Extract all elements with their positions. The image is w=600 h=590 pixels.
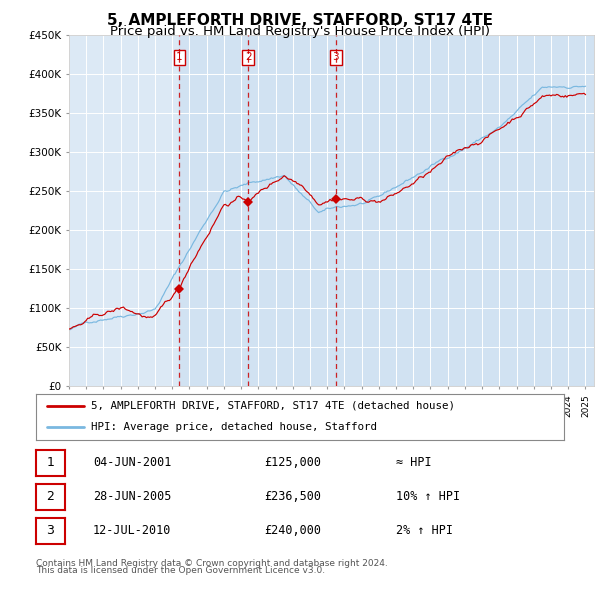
Bar: [248, 35, 336, 386]
Text: 10% ↑ HPI: 10% ↑ HPI: [396, 490, 460, 503]
Text: 2% ↑ HPI: 2% ↑ HPI: [396, 525, 453, 537]
Text: 1: 1: [176, 53, 183, 62]
Text: 04-JUN-2001: 04-JUN-2001: [93, 456, 172, 469]
Text: £236,500: £236,500: [264, 490, 321, 503]
Text: 5, AMPLEFORTH DRIVE, STAFFORD, ST17 4TE (detached house): 5, AMPLEFORTH DRIVE, STAFFORD, ST17 4TE …: [91, 401, 455, 411]
Text: HPI: Average price, detached house, Stafford: HPI: Average price, detached house, Staf…: [91, 422, 377, 432]
Text: 3: 3: [332, 53, 339, 62]
Text: Price paid vs. HM Land Registry's House Price Index (HPI): Price paid vs. HM Land Registry's House …: [110, 25, 490, 38]
Bar: [336, 35, 594, 386]
Text: 2: 2: [245, 53, 251, 62]
Text: 1: 1: [46, 456, 55, 469]
Text: 28-JUN-2005: 28-JUN-2005: [93, 490, 172, 503]
Text: 12-JUL-2010: 12-JUL-2010: [93, 525, 172, 537]
Text: £125,000: £125,000: [264, 456, 321, 469]
Text: 3: 3: [46, 525, 55, 537]
Bar: [179, 35, 248, 386]
Text: £240,000: £240,000: [264, 525, 321, 537]
Text: 5, AMPLEFORTH DRIVE, STAFFORD, ST17 4TE: 5, AMPLEFORTH DRIVE, STAFFORD, ST17 4TE: [107, 13, 493, 28]
Text: This data is licensed under the Open Government Licence v3.0.: This data is licensed under the Open Gov…: [36, 566, 325, 575]
Text: 2: 2: [46, 490, 55, 503]
Text: Contains HM Land Registry data © Crown copyright and database right 2024.: Contains HM Land Registry data © Crown c…: [36, 559, 388, 568]
Text: ≈ HPI: ≈ HPI: [396, 456, 431, 469]
